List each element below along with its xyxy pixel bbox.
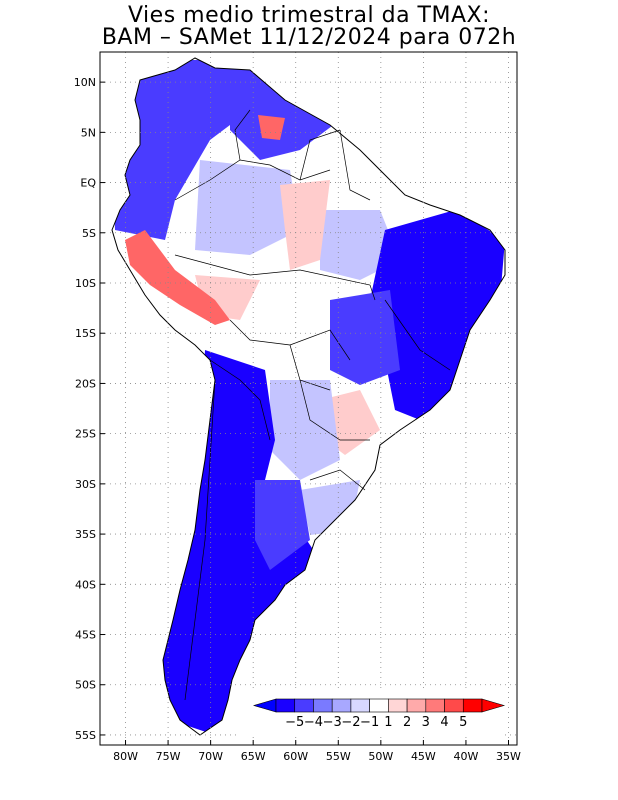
latitude-label: 55S xyxy=(75,729,96,742)
country-borders xyxy=(174,109,451,701)
latitude-labels: 10N 5N EQ 5S 10S 15S 20S 25S 30S 35S 40S 45S 50S 55S xyxy=(74,76,97,742)
latitude-label: EQ xyxy=(80,177,96,190)
colorbar-swatch xyxy=(313,698,333,713)
latitude-label: 10S xyxy=(75,277,96,290)
colorbar-swatch xyxy=(294,698,314,713)
light-cold-bias-area xyxy=(195,160,300,255)
colorbar-high-arrow xyxy=(481,698,506,713)
map-border xyxy=(99,51,518,746)
longitude-label: 45W xyxy=(411,750,436,763)
longitude-label: 70W xyxy=(198,750,223,763)
colorbar-swatch xyxy=(444,698,464,713)
longitude-label: 50W xyxy=(368,750,393,763)
colorbar-swatch xyxy=(425,698,445,713)
longitude-label: 35W xyxy=(496,750,521,763)
cold-bias-area xyxy=(230,60,340,160)
latitude-label: 45S xyxy=(75,629,96,642)
latitude-label: 15S xyxy=(75,327,96,340)
colorbar-legend: −5 −4 −3 −2 −1 1 2 3 4 5 xyxy=(240,688,506,736)
colorbar-swatch xyxy=(350,698,370,713)
longitude-label: 40W xyxy=(454,750,479,763)
longitude-label: 55W xyxy=(326,750,351,763)
colorbar-label: 4 xyxy=(440,715,448,730)
colorbar-swatch xyxy=(388,698,408,713)
strong-warm-bias-area xyxy=(125,230,230,325)
colorbar-swatch xyxy=(275,698,296,713)
longitude-label: 60W xyxy=(283,750,308,763)
strong-cold-bias-area xyxy=(160,350,320,735)
latitude-label: 5S xyxy=(82,227,96,240)
colorbar-label: −4 xyxy=(304,715,323,730)
warm-bias-area xyxy=(280,180,330,270)
colorbar-label: 1 xyxy=(384,715,392,730)
strong-warm-bias-area xyxy=(258,115,285,140)
cold-bias-area xyxy=(330,290,400,385)
colorbar-label: −1 xyxy=(360,715,379,730)
latitude-label: 25S xyxy=(75,428,96,441)
colorbar-label: 5 xyxy=(459,715,467,730)
latitude-label: 10N xyxy=(74,76,96,89)
latitude-label: 40S xyxy=(75,578,96,591)
colorbar-label: −2 xyxy=(341,715,360,730)
cold-bias-area xyxy=(112,60,250,240)
strong-cold-bias-area xyxy=(370,210,505,420)
graticule xyxy=(100,52,517,745)
colorbar-swatch xyxy=(406,698,427,713)
colorbar-swatch xyxy=(369,698,389,713)
longitude-label: 65W xyxy=(241,750,266,763)
colorbar-swatch xyxy=(462,698,483,713)
map-title-line-1: Vies medio trimestral da TMAX: xyxy=(127,3,491,28)
longitude-labels: 80W 75W 70W 65W 60W 55W 50W 45W 40W 35W xyxy=(113,750,521,763)
colorbar-label: 2 xyxy=(403,715,411,730)
colorbar-label: −3 xyxy=(323,715,342,730)
axis-ticks xyxy=(100,81,509,745)
map-title-line-2: BAM – SAMet 11/12/2024 para 072h xyxy=(101,25,517,50)
latitude-label: 20S xyxy=(75,377,96,390)
latitude-label: 50S xyxy=(75,679,96,692)
latitude-label: 5N xyxy=(81,126,96,139)
longitude-label: 75W xyxy=(156,750,181,763)
colorbar-label: −5 xyxy=(285,715,304,730)
longitude-label: 80W xyxy=(113,750,138,763)
latitude-label: 35S xyxy=(75,528,96,541)
colorbar-label: 3 xyxy=(422,715,430,730)
colorbar-swatch xyxy=(331,698,352,713)
latitude-label: 30S xyxy=(75,478,96,491)
light-cold-bias-area xyxy=(270,380,340,480)
cold-bias-area xyxy=(255,480,310,570)
